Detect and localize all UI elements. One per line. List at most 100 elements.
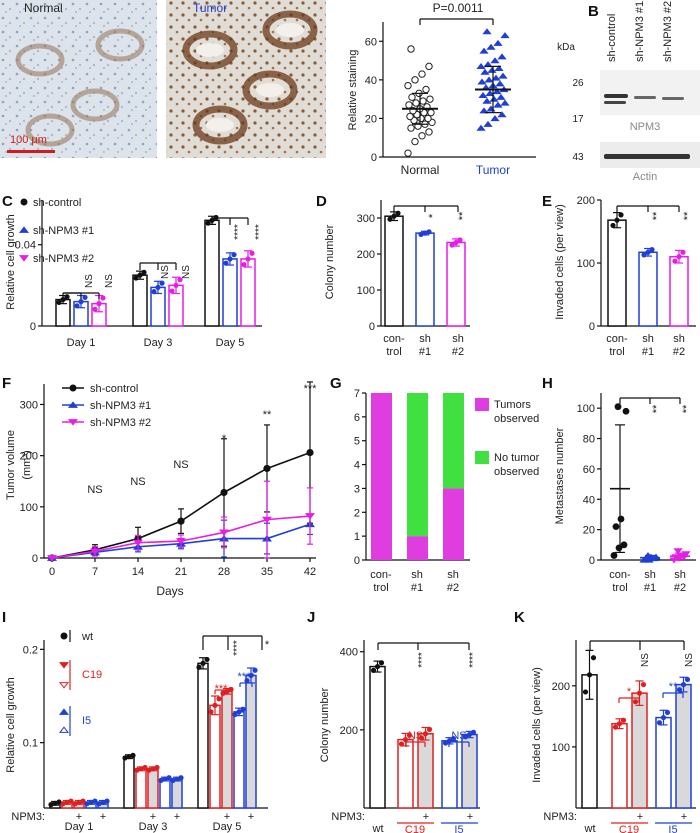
panelB-actin-label: Actin bbox=[633, 171, 657, 183]
panelI-point bbox=[126, 754, 132, 760]
panelG-ytick-label: 5 bbox=[354, 436, 360, 448]
panelK-bar bbox=[675, 683, 692, 809]
panelC-point bbox=[92, 306, 98, 312]
panelH-xcat: #1 bbox=[644, 582, 656, 594]
panelI-point bbox=[150, 766, 156, 772]
panelH-sig: ** bbox=[681, 404, 693, 413]
panelI-bar bbox=[159, 778, 171, 809]
panelG-bar-tumors bbox=[407, 536, 428, 560]
panelJ-ylabel: Colony number bbox=[319, 687, 331, 762]
panelH-xcat: sh bbox=[674, 569, 686, 581]
panelC-legend-marker bbox=[20, 198, 28, 206]
panelJ-point bbox=[402, 737, 409, 743]
panelE-xcat: con- bbox=[606, 333, 628, 345]
panelI-point bbox=[104, 798, 110, 804]
panelA-tumor-point bbox=[496, 93, 506, 100]
panelA-xcat-tumor: Tumor bbox=[476, 163, 510, 177]
panelI-bar bbox=[123, 755, 135, 809]
panelF-xtick-label: 0 bbox=[49, 566, 55, 578]
panelK-i5-sig-label: ** bbox=[669, 681, 678, 693]
panelA-tumor-point bbox=[493, 39, 503, 46]
panelJ-i5-sig-label: NS bbox=[451, 730, 466, 742]
panelA-tumor-point bbox=[494, 64, 504, 71]
panelK-point bbox=[640, 681, 647, 688]
panelI-plus: + bbox=[224, 811, 230, 823]
panelA-tumor-point bbox=[479, 107, 489, 114]
panelH-sig: ** bbox=[651, 404, 663, 413]
panelF-point bbox=[89, 548, 101, 555]
panelD-ytick-label: 100 bbox=[357, 285, 375, 297]
panelI-bar bbox=[147, 768, 159, 809]
panelA-tumor-point bbox=[478, 91, 488, 98]
panelK-point bbox=[586, 672, 593, 678]
panelI-point bbox=[48, 802, 54, 808]
panelJ-sig: **** bbox=[468, 652, 479, 668]
panelJ-plus: + bbox=[423, 811, 429, 823]
panelE-point bbox=[618, 212, 624, 218]
panelC-bar bbox=[132, 274, 148, 327]
panelD-sig: ** bbox=[457, 211, 469, 220]
panelA-tumor-point bbox=[493, 101, 503, 108]
panelG-xcat: #1 bbox=[411, 582, 423, 594]
panelF-point bbox=[306, 448, 314, 457]
panelI-point bbox=[80, 798, 86, 804]
panelA-tumor-point bbox=[482, 28, 492, 35]
panelE-ytick-label: 200 bbox=[577, 195, 595, 207]
panelC-sig: **** bbox=[233, 224, 244, 240]
panelK-point bbox=[582, 689, 589, 695]
panelI-ylabel: Relative cell growth bbox=[5, 677, 17, 772]
panelH-point bbox=[614, 403, 622, 411]
panelC-bar bbox=[222, 258, 238, 327]
panelD-point bbox=[422, 230, 428, 236]
panelK-point bbox=[656, 720, 663, 726]
panelI-plus: + bbox=[174, 811, 180, 823]
panelK-xcat: I5 bbox=[668, 824, 677, 833]
panelE-point bbox=[614, 217, 620, 223]
panelF-ytick-label: 200 bbox=[20, 451, 38, 463]
panelC-sig: NS bbox=[84, 274, 95, 288]
panelI-bar bbox=[209, 704, 221, 809]
panelA-tumor-point bbox=[484, 76, 494, 83]
panelA-tumor-point bbox=[477, 78, 487, 85]
panelC-point bbox=[151, 289, 157, 295]
panelI-point bbox=[60, 801, 66, 807]
panelA-ylabel: Relative staining bbox=[347, 50, 359, 131]
panelJ-ytick-label: 400 bbox=[340, 647, 358, 659]
panelJ-point bbox=[422, 731, 429, 737]
panel-label-F: F bbox=[2, 375, 11, 392]
panelD-bar bbox=[384, 215, 404, 327]
panelJ-point bbox=[426, 726, 433, 732]
panelK-point bbox=[676, 687, 683, 693]
panelA-tumor-point bbox=[492, 88, 502, 95]
panelG-legend-label: Tumors bbox=[494, 399, 531, 411]
panelG-legend-swatch bbox=[475, 451, 489, 464]
panelC-point bbox=[64, 294, 70, 300]
panelH-point bbox=[620, 541, 628, 549]
panelI-point bbox=[134, 767, 140, 773]
panelI-ytick-label: 0.1 bbox=[23, 738, 38, 750]
panelI-point bbox=[92, 798, 98, 804]
panelG-xcat: con- bbox=[370, 569, 392, 581]
panelC-xcat: Day 3 bbox=[144, 337, 173, 349]
panelG-ytick-label: 7 bbox=[354, 388, 360, 400]
panelI-point bbox=[220, 690, 226, 696]
gland-lumen bbox=[196, 43, 224, 57]
panelC-legend-marker bbox=[18, 255, 30, 262]
panelA-tumor-point bbox=[485, 90, 495, 97]
panelD-point bbox=[449, 242, 455, 248]
panelC-point bbox=[169, 288, 175, 294]
panelI-point bbox=[130, 752, 136, 758]
panelD-xcat: #1 bbox=[419, 346, 431, 358]
panelD-point bbox=[387, 216, 393, 222]
panelF-xtick-label: 21 bbox=[175, 566, 187, 578]
panelK-ytick-label: 200 bbox=[552, 681, 570, 693]
panelF-sig: *** bbox=[304, 383, 318, 395]
panelA-normal-point bbox=[405, 101, 413, 109]
panelC-bar bbox=[240, 258, 256, 327]
panelB-lane-label: sh-NPM3 #2 bbox=[662, 1, 674, 62]
panelE-point bbox=[672, 258, 678, 264]
panelC-point bbox=[56, 299, 62, 306]
panelC-point bbox=[223, 260, 229, 266]
panelI-legend-marker bbox=[60, 632, 68, 640]
panelI-sig: * bbox=[265, 639, 270, 651]
